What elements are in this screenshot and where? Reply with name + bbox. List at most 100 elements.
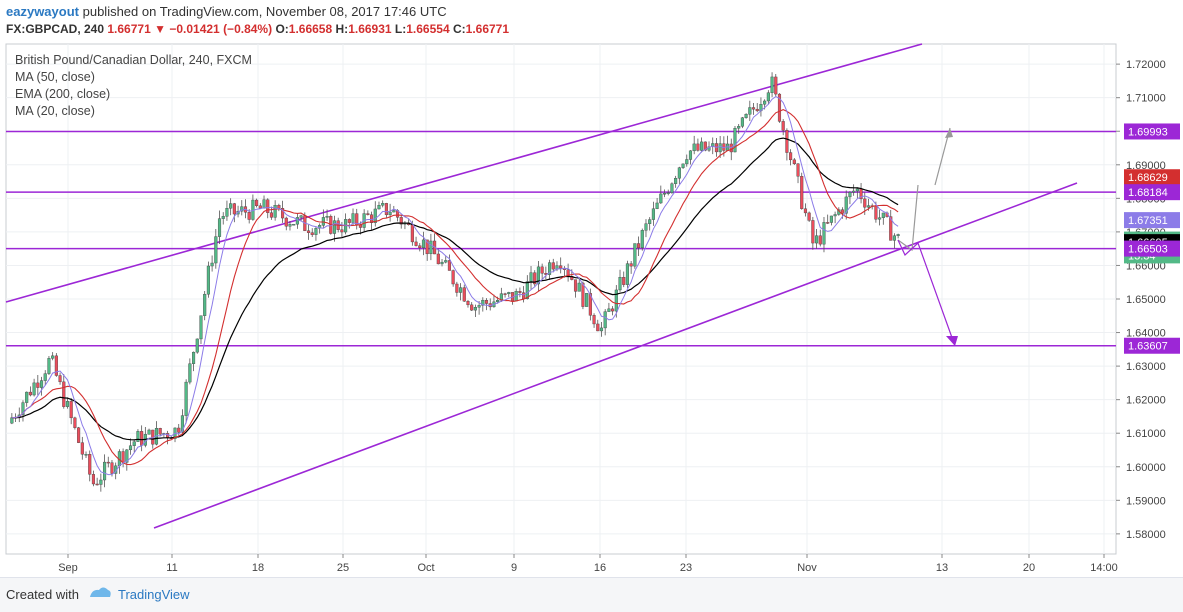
candle-body xyxy=(273,205,277,218)
legend-ma20[interactable]: MA (20, close) xyxy=(15,104,95,118)
trend-channel xyxy=(5,43,1078,529)
candle-body xyxy=(128,445,133,451)
candle-body xyxy=(599,327,604,332)
candle-body xyxy=(755,108,759,112)
candle-body xyxy=(373,208,377,223)
candle-body xyxy=(818,235,822,245)
candle-body xyxy=(585,293,589,307)
ema200-line xyxy=(11,137,899,441)
candle-body xyxy=(310,232,314,235)
candle-body xyxy=(659,193,663,204)
legend-ma50[interactable]: MA (50, close) xyxy=(15,70,95,84)
candle-body xyxy=(347,219,351,223)
candle-body xyxy=(559,265,563,269)
candle-body xyxy=(258,205,262,209)
candle-body xyxy=(833,214,837,217)
x-tick-label: 20 xyxy=(1023,562,1035,574)
candle-body xyxy=(666,192,670,194)
ma50-line xyxy=(11,108,899,466)
y-tick-label: 1.71000 xyxy=(1126,93,1166,105)
candle-body xyxy=(607,308,611,312)
price-axis[interactable]: 1.720001.710001.700001.690001.680001.670… xyxy=(1116,59,1166,541)
candle-body xyxy=(540,266,544,274)
legend-ema200[interactable]: EMA (200, close) xyxy=(15,87,111,101)
candle-body xyxy=(551,262,555,270)
symbol-line: FX:GBPCAD, 240 1.66771 ▼ −0.01421 (−0.84… xyxy=(6,22,509,36)
tradingview-logo-icon[interactable] xyxy=(88,585,112,601)
candle-body xyxy=(863,198,867,208)
candle-body xyxy=(700,141,704,151)
high-value: 1.66931 xyxy=(348,22,392,36)
candle-body xyxy=(536,266,540,285)
candle-body xyxy=(125,449,129,463)
candle-body xyxy=(637,243,641,248)
candle-body xyxy=(648,219,652,224)
candle-body xyxy=(878,217,882,220)
candle-body xyxy=(199,315,203,340)
candle-body xyxy=(240,206,244,212)
footer: Created with TradingView xyxy=(0,577,1183,612)
price-change: −0.01421 (−0.84%) xyxy=(169,22,273,36)
candle-body xyxy=(785,130,789,153)
chart-header: eazywayout published on TradingView.com,… xyxy=(0,0,1183,40)
candle-body xyxy=(855,188,859,192)
candle-body xyxy=(177,427,181,433)
price-chart[interactable]: 1.720001.710001.700001.690001.680001.670… xyxy=(0,40,1183,577)
candle-body xyxy=(203,293,207,316)
down-triangle-icon: ▼ xyxy=(154,22,166,36)
price-label-box xyxy=(1124,184,1180,201)
candle-body xyxy=(796,163,800,177)
close-value: 1.66771 xyxy=(465,22,510,36)
candle-body xyxy=(80,442,84,455)
legend-title: British Pound/Canadian Dollar, 240, FXCM xyxy=(15,53,252,67)
candle-body xyxy=(147,429,151,435)
candle-body xyxy=(429,240,433,255)
candle-body xyxy=(815,235,819,244)
candle-body xyxy=(292,223,296,226)
candle-body xyxy=(481,300,485,306)
candle-body xyxy=(266,199,270,213)
candle-body xyxy=(229,203,233,209)
candle-body xyxy=(462,287,466,302)
tradingview-brand[interactable]: TradingView xyxy=(118,587,190,602)
candle-body xyxy=(106,461,110,464)
candle-body xyxy=(603,311,607,329)
candle-body xyxy=(662,193,667,195)
candle-body xyxy=(436,253,440,265)
candle-body xyxy=(255,199,259,206)
last-price: 1.66771 xyxy=(107,22,151,36)
candle-body xyxy=(73,417,77,428)
candle-body xyxy=(896,234,900,236)
candle-body xyxy=(518,291,522,293)
y-tick-label: 1.59000 xyxy=(1126,495,1166,507)
price-label-box xyxy=(1124,169,1180,186)
open-label: O: xyxy=(275,22,289,36)
candle-body xyxy=(306,230,311,233)
candle-body xyxy=(625,263,629,285)
y-tick-label: 1.69000 xyxy=(1126,160,1166,172)
candle-body xyxy=(533,272,537,285)
candle-body xyxy=(284,217,288,227)
candle-body xyxy=(447,260,451,271)
candle-body xyxy=(188,363,192,383)
candle-body xyxy=(262,199,266,209)
candle-body xyxy=(889,216,893,241)
candle-body xyxy=(325,216,329,218)
channel-lower-line xyxy=(153,182,1078,529)
candle-body xyxy=(703,141,707,151)
candle-body xyxy=(281,208,285,219)
candle-body xyxy=(674,177,678,184)
time-axis[interactable]: Sep 11 18 25 Oct 9 16 23 Nov 13 20 14:00 xyxy=(58,554,1118,574)
author-name[interactable]: eazywayout xyxy=(6,4,79,19)
candles xyxy=(10,72,900,492)
price-label: 1.68184 xyxy=(1128,187,1168,199)
y-tick-label: 1.62000 xyxy=(1126,395,1166,407)
candle-body xyxy=(477,305,481,308)
y-tick-label: 1.64000 xyxy=(1126,328,1166,340)
candle-body xyxy=(655,202,659,209)
candle-body xyxy=(614,289,618,312)
candle-body xyxy=(740,117,744,127)
candle-body xyxy=(43,373,47,381)
candle-body xyxy=(826,222,830,224)
candle-body xyxy=(225,208,229,217)
